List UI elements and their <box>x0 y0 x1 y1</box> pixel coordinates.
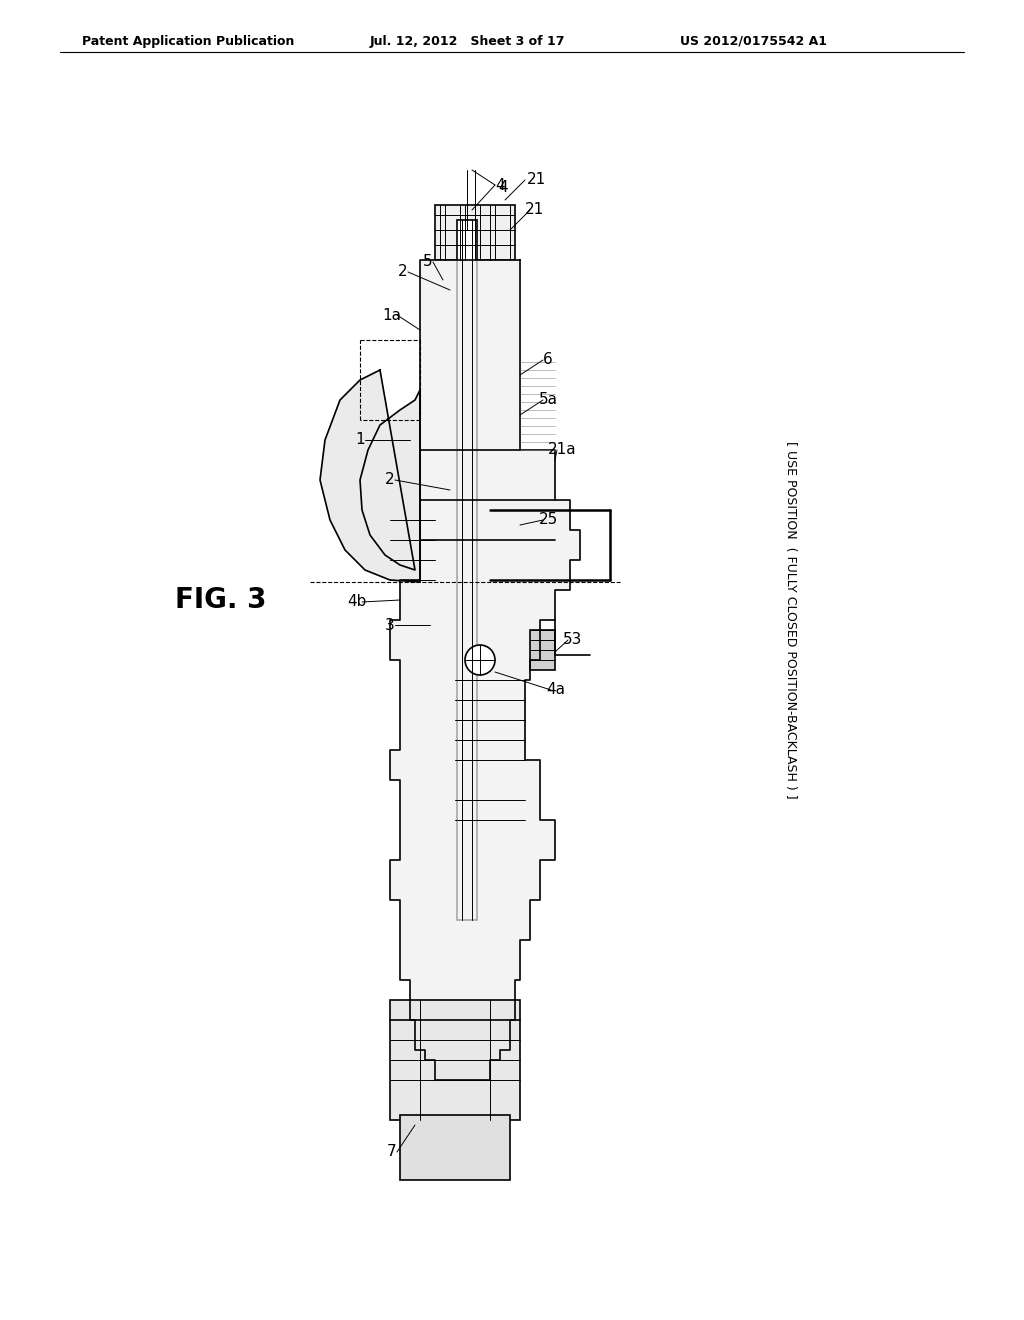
Text: 7: 7 <box>387 1144 397 1159</box>
Text: 2: 2 <box>385 473 395 487</box>
Bar <box>400 1115 510 1180</box>
Text: Patent Application Publication: Patent Application Publication <box>82 36 294 48</box>
Polygon shape <box>319 370 420 582</box>
Bar <box>390 1001 520 1119</box>
Text: 2: 2 <box>398 264 408 280</box>
Text: 21: 21 <box>527 173 546 187</box>
Bar <box>457 220 477 920</box>
Text: 3: 3 <box>385 618 395 632</box>
Text: [ USE POSITION  ( FULLY CLOSED POSITION-BACKLASH ) ]: [ USE POSITION ( FULLY CLOSED POSITION-B… <box>783 441 797 799</box>
Text: 1: 1 <box>355 433 365 447</box>
Text: 5a: 5a <box>539 392 557 408</box>
Text: 6: 6 <box>543 352 553 367</box>
Text: 21: 21 <box>525 202 545 218</box>
Text: 53: 53 <box>563 632 583 648</box>
Bar <box>530 630 555 671</box>
Text: 4b: 4b <box>347 594 367 610</box>
Text: 5: 5 <box>423 255 433 269</box>
Text: 21a: 21a <box>548 442 577 458</box>
Text: 4: 4 <box>498 180 508 194</box>
Circle shape <box>465 645 495 675</box>
Text: 4: 4 <box>496 177 505 193</box>
Text: 1a: 1a <box>383 308 401 322</box>
Text: Jul. 12, 2012   Sheet 3 of 17: Jul. 12, 2012 Sheet 3 of 17 <box>370 36 565 48</box>
Bar <box>435 205 515 260</box>
Text: US 2012/0175542 A1: US 2012/0175542 A1 <box>680 36 827 48</box>
Text: 25: 25 <box>539 512 558 528</box>
Text: FIG. 3: FIG. 3 <box>175 586 266 614</box>
Text: 4a: 4a <box>547 682 565 697</box>
Polygon shape <box>390 260 580 1080</box>
